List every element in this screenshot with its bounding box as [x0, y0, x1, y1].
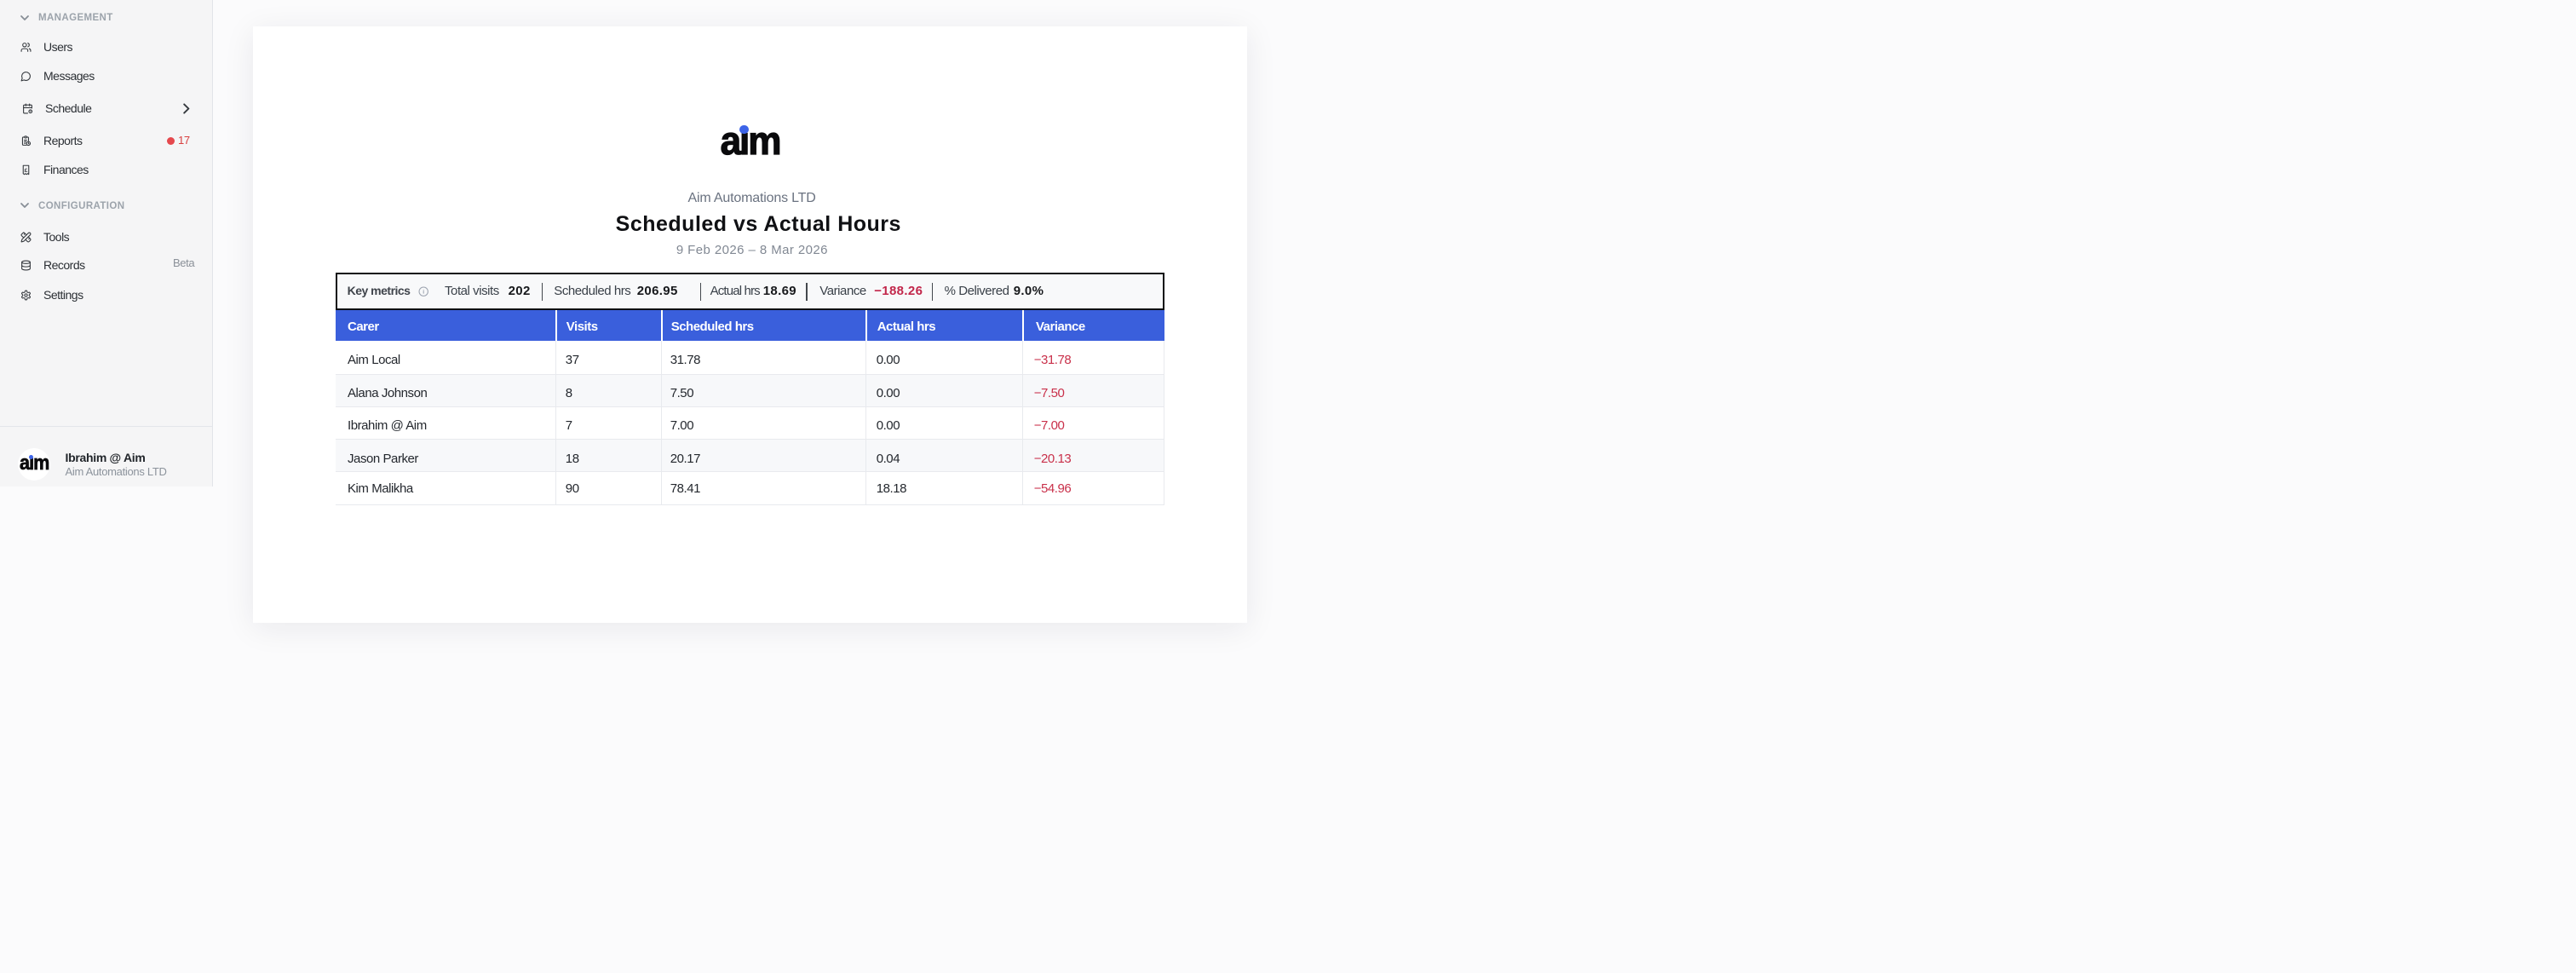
svg-text:£: £: [25, 168, 28, 174]
